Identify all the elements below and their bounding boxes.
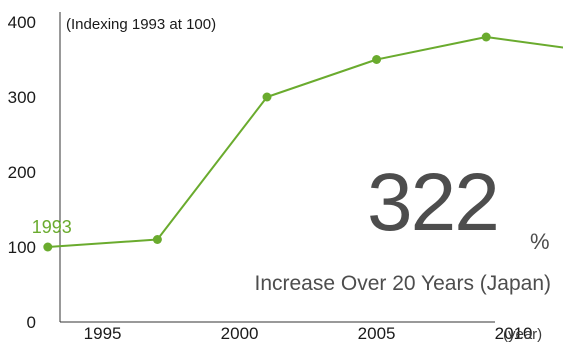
point-label: 1993: [32, 217, 72, 237]
data-point: [481, 32, 491, 42]
data-point: [43, 242, 53, 252]
x-axis-unit: (year): [503, 326, 542, 343]
data-point: [372, 55, 382, 64]
y-tick-label: 400: [8, 13, 36, 32]
x-axis-ticks: 1995 2000 2005 2010: [84, 324, 533, 343]
y-axis-ticks: 0 100 200 300 400: [8, 13, 36, 332]
x-tick-label: 1995: [84, 324, 122, 343]
y-tick-label: 0: [27, 313, 36, 332]
x-tick-label: 2005: [358, 324, 396, 343]
chart-axes: [59, 12, 495, 323]
y-tick-label: 100: [8, 238, 36, 257]
headline-caption: Increase Over 20 Years (Japan): [254, 272, 551, 295]
data-point: [262, 92, 272, 102]
data-point: [152, 235, 162, 244]
series-layer: [43, 32, 563, 252]
point-labels: 19932013: [32, 217, 72, 237]
x-tick-label: 2000: [221, 324, 259, 343]
y-tick-label: 200: [8, 163, 36, 182]
x-tick-label: 2010: [495, 324, 533, 343]
headline-unit: %: [530, 229, 550, 254]
index-note: (Indexing 1993 at 100): [66, 16, 216, 33]
series-line: [47, 36, 563, 248]
headline-value: 322: [367, 157, 498, 248]
y-tick-label: 300: [8, 88, 36, 107]
